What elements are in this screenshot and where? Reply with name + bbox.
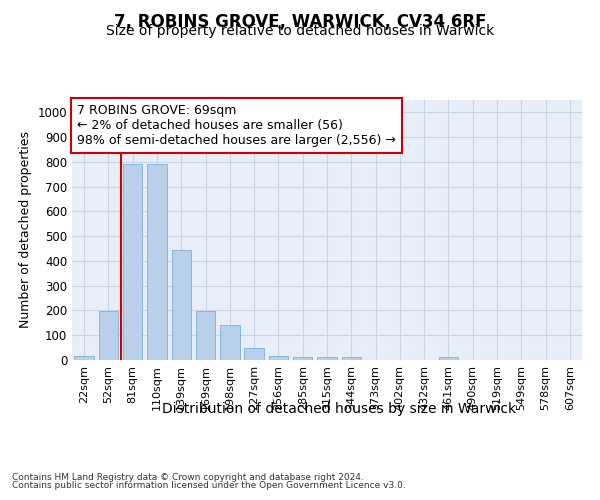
Y-axis label: Number of detached properties: Number of detached properties — [19, 132, 32, 328]
Bar — [341, 357, 361, 360]
Text: Distribution of detached houses by size in Warwick: Distribution of detached houses by size … — [162, 402, 516, 416]
Bar — [147, 164, 167, 360]
Bar — [123, 164, 142, 360]
Bar — [196, 311, 215, 360]
Bar — [99, 311, 118, 360]
Bar — [269, 356, 288, 360]
Bar — [220, 325, 239, 360]
Text: Contains HM Land Registry data © Crown copyright and database right 2024.: Contains HM Land Registry data © Crown c… — [12, 472, 364, 482]
Text: Size of property relative to detached houses in Warwick: Size of property relative to detached ho… — [106, 24, 494, 38]
Bar — [439, 357, 458, 360]
Text: Contains public sector information licensed under the Open Government Licence v3: Contains public sector information licen… — [12, 481, 406, 490]
Bar — [74, 356, 94, 360]
Text: 7, ROBINS GROVE, WARWICK, CV34 6RF: 7, ROBINS GROVE, WARWICK, CV34 6RF — [114, 12, 486, 30]
Bar — [244, 348, 264, 360]
Text: 7 ROBINS GROVE: 69sqm
← 2% of detached houses are smaller (56)
98% of semi-detac: 7 ROBINS GROVE: 69sqm ← 2% of detached h… — [77, 104, 396, 147]
Bar — [317, 357, 337, 360]
Bar — [293, 357, 313, 360]
Bar — [172, 250, 191, 360]
